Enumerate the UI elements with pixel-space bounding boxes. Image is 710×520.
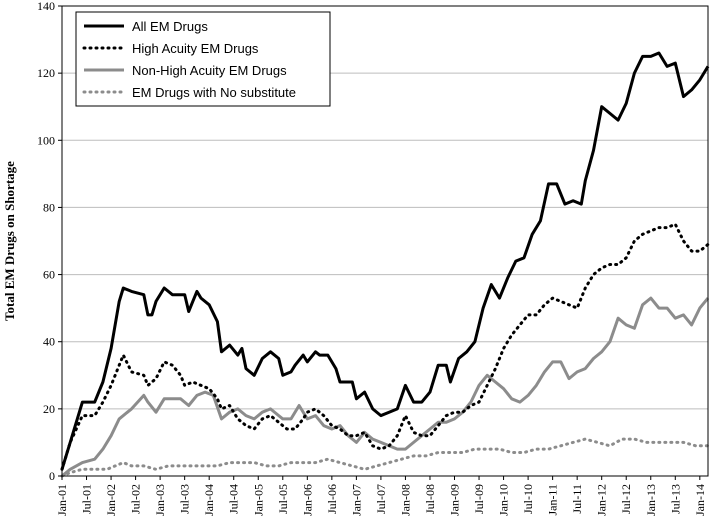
y-tick-label: 40 xyxy=(43,335,55,349)
series-line-2 xyxy=(60,222,710,471)
plot-frame xyxy=(61,5,709,477)
y-axis-ticks: 0 20 40 60 80 100 120 140 xyxy=(37,0,62,483)
x-tick-label: Jul-06 xyxy=(325,484,339,514)
series-line-3 xyxy=(61,296,710,478)
x-tick-label: Jan-02 xyxy=(104,484,118,516)
y-tick-label: 80 xyxy=(43,200,55,214)
x-tick-label: Jul-04 xyxy=(227,484,241,514)
series-lines xyxy=(60,51,710,478)
legend-label: High Acuity EM Drugs xyxy=(132,41,259,56)
x-tick-label: Jan-11 xyxy=(546,484,560,516)
legend-box xyxy=(75,11,331,107)
x-tick-label: Jul-12 xyxy=(619,484,633,514)
legend: All EM Drugs High Acuity EM Drugs Non-High… xyxy=(75,11,331,107)
legend-label: EM Drugs with No substitute xyxy=(132,85,296,100)
x-tick-label: Jan-03 xyxy=(153,484,167,516)
x-tick-label: Jan-08 xyxy=(398,484,412,516)
legend-label: All EM Drugs xyxy=(132,19,208,34)
x-tick-label: Jul-10 xyxy=(521,484,535,514)
x-tick-label: Jul-01 xyxy=(80,484,94,514)
y-tick-label: 20 xyxy=(43,402,55,416)
x-tick-label: Jan-13 xyxy=(644,484,658,516)
x-tick-label: Jan-05 xyxy=(251,484,265,516)
x-axis-ticks: Jan-01 Jul-01 Jan-02 Jul-02 Jan-03 Jul-03 Jan-… xyxy=(55,476,707,516)
x-tick-label: Jul-09 xyxy=(472,484,486,514)
series-line-4 xyxy=(60,437,710,478)
x-tick-label: Jan-10 xyxy=(497,484,511,516)
y-axis-title: Total EM Drugs on Shortage xyxy=(2,161,17,321)
x-tick-label: Jan-09 xyxy=(448,484,462,516)
series-line-1 xyxy=(60,51,710,470)
x-tick-label: Jan-12 xyxy=(595,484,609,516)
x-tick-label: Jul-07 xyxy=(374,484,388,514)
y-tick-label: 60 xyxy=(43,268,55,282)
y-tick-label: 0 xyxy=(49,469,55,483)
x-tick-label: Jul-03 xyxy=(178,484,192,514)
y-tick-label: 120 xyxy=(37,66,55,80)
x-tick-label: Jan-07 xyxy=(349,484,363,516)
x-tick-label: Jul-13 xyxy=(668,484,682,514)
x-tick-label: Jul-08 xyxy=(423,484,437,514)
y-tick-label: 100 xyxy=(37,133,55,147)
y-tick-label: 140 xyxy=(37,0,55,13)
x-tick-label: Jan-04 xyxy=(202,484,216,516)
x-tick-label: Jan-14 xyxy=(693,484,707,516)
x-tick-label: Jul-11 xyxy=(570,484,584,514)
gridlines xyxy=(62,72,708,410)
x-tick-label: Jul-05 xyxy=(276,484,290,514)
x-tick-label: Jan-01 xyxy=(55,484,69,516)
x-tick-label: Jan-06 xyxy=(300,484,314,516)
legend-label: Non-High Acuity EM Drugs xyxy=(132,63,287,78)
x-tick-label: Jul-02 xyxy=(129,484,143,514)
